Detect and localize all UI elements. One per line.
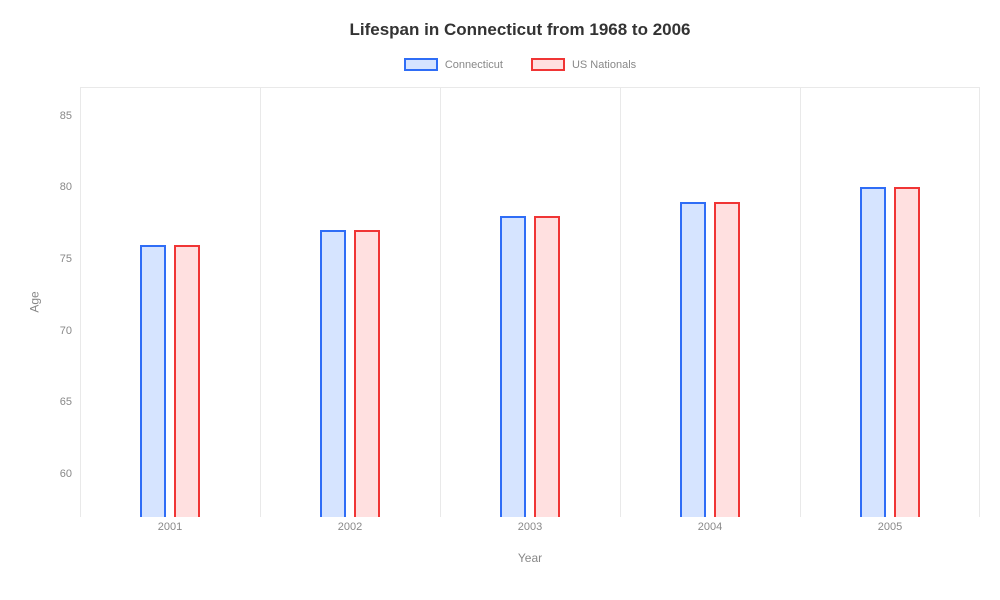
y-tick: 85 (60, 110, 72, 122)
y-tick: 80 (60, 181, 72, 193)
legend-swatch-connecticut (404, 58, 438, 71)
x-tick: 2003 (518, 521, 542, 533)
bar-connecticut-2001 (140, 245, 166, 517)
y-axis-label: Age (28, 291, 42, 312)
bar-connecticut-2004 (680, 202, 706, 517)
x-tick: 2005 (878, 521, 902, 533)
bar-connecticut-2003 (500, 216, 526, 517)
legend-swatch-usnationals (531, 58, 565, 71)
x-tick: 2001 (158, 521, 182, 533)
y-tick: 65 (60, 396, 72, 408)
y-tick: 75 (60, 253, 72, 265)
x-axis-label: Year (518, 551, 542, 565)
x-tick: 2004 (698, 521, 722, 533)
bar-us-nationals-2002 (354, 230, 380, 517)
chart-container: Lifespan in Connecticut from 1968 to 200… (0, 0, 1000, 600)
chart-title: Lifespan in Connecticut from 1968 to 200… (60, 20, 980, 40)
bar-us-nationals-2005 (894, 187, 920, 517)
legend-label-usnationals: US Nationals (572, 59, 636, 71)
y-axis: 60 65 70 75 80 85 (46, 87, 80, 517)
legend-item-connecticut: Connecticut (404, 58, 503, 71)
legend-label-connecticut: Connecticut (445, 59, 503, 71)
x-tick: 2002 (338, 521, 362, 533)
bar-us-nationals-2001 (174, 245, 200, 517)
bar-connecticut-2005 (860, 187, 886, 517)
bars-layer (80, 87, 980, 517)
legend-item-usnationals: US Nationals (531, 58, 636, 71)
bar-us-nationals-2003 (534, 216, 560, 517)
y-tick: 60 (60, 468, 72, 480)
bar-connecticut-2002 (320, 230, 346, 517)
legend: Connecticut US Nationals (60, 58, 980, 71)
x-axis: 2001 2002 2003 2004 2005 (80, 517, 980, 541)
plot-area: Age 606570758085 20012002200320042005 Ye… (80, 87, 980, 517)
bar-us-nationals-2004 (714, 202, 740, 517)
y-tick: 70 (60, 325, 72, 337)
